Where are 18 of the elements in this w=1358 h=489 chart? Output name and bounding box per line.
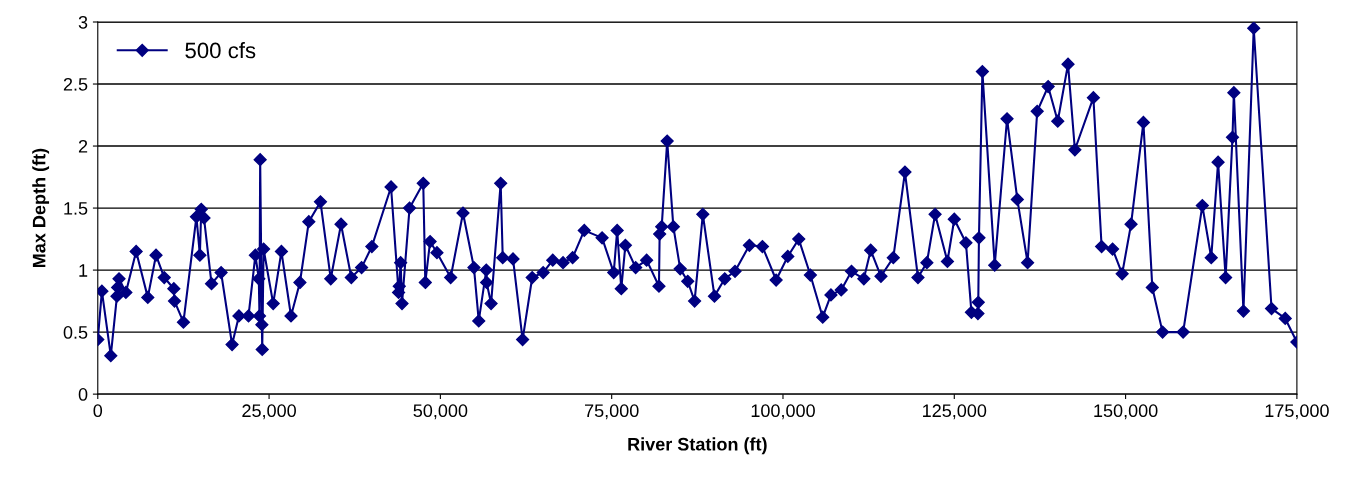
y-tick-label: 0 (78, 388, 88, 401)
y-tick-label: 1 (79, 264, 88, 277)
y-tick-label: 0.5 (63, 326, 88, 339)
x-tick-label: 175,000 (1265, 404, 1329, 420)
x-axis-title: River Station (ft) (628, 437, 767, 455)
x-tick-label: 25,000 (242, 404, 296, 420)
y-tick-label: 2.5 (63, 77, 88, 91)
x-tick-label: 50,000 (413, 404, 468, 420)
y-tick-label: 3 (78, 15, 88, 29)
x-tick-label: 100,000 (751, 404, 815, 420)
x-tick-label: 125,000 (923, 404, 987, 420)
x-tick-label: 0 (93, 404, 103, 418)
y-tick-label: 2 (78, 139, 88, 153)
x-tick-label: 75,000 (585, 404, 639, 420)
x-tick-label: 150,000 (1094, 404, 1158, 420)
legend-label: 500 cfs (185, 42, 256, 59)
y-tick-label: 1.5 (64, 202, 88, 215)
y-axis-title: Max Depth (ft) (32, 148, 50, 268)
